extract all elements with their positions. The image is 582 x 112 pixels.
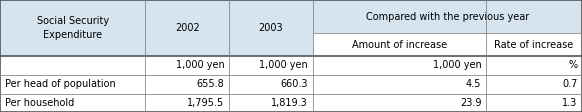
Bar [486, 0, 582, 33]
Text: Per household: Per household [5, 98, 74, 108]
Bar [0, 33, 146, 56]
Text: 23.9: 23.9 [460, 98, 481, 108]
Text: %: % [568, 60, 577, 70]
Bar [486, 94, 582, 112]
Text: 1,000 yen: 1,000 yen [176, 60, 225, 70]
Text: 1,795.5: 1,795.5 [187, 98, 225, 108]
Bar [313, 75, 486, 94]
Bar [229, 94, 313, 112]
Text: 1.3: 1.3 [562, 98, 577, 108]
Text: Rate of increase: Rate of increase [494, 40, 574, 50]
Bar [229, 75, 313, 94]
Text: Compared with the previous year: Compared with the previous year [365, 12, 529, 22]
Text: 1,000 yen: 1,000 yen [432, 60, 481, 70]
Bar [486, 56, 582, 75]
Bar [229, 33, 313, 56]
Bar [229, 0, 313, 33]
Bar [0, 75, 146, 94]
Bar [146, 33, 229, 56]
Bar [0, 56, 146, 75]
Bar [486, 33, 582, 56]
Text: Per head of population: Per head of population [5, 79, 115, 89]
Bar [486, 75, 582, 94]
Bar [146, 0, 229, 33]
Bar [229, 56, 313, 75]
Text: Amount of increase: Amount of increase [352, 40, 447, 50]
Text: 2003: 2003 [258, 23, 283, 33]
Text: 2002: 2002 [175, 23, 200, 33]
Text: 1,000 yen: 1,000 yen [259, 60, 308, 70]
Bar [313, 33, 486, 56]
Bar [313, 56, 486, 75]
Text: 660.3: 660.3 [281, 79, 308, 89]
Bar [146, 56, 229, 75]
Bar [313, 94, 486, 112]
Text: 655.8: 655.8 [197, 79, 225, 89]
Text: 1,819.3: 1,819.3 [271, 98, 308, 108]
Bar [0, 94, 146, 112]
Bar [313, 0, 486, 33]
Text: Social Security
Expenditure: Social Security Expenditure [37, 16, 109, 40]
Text: 4.5: 4.5 [466, 79, 481, 89]
Bar [146, 94, 229, 112]
Text: 0.7: 0.7 [562, 79, 577, 89]
Bar [0, 0, 146, 33]
Bar [146, 75, 229, 94]
